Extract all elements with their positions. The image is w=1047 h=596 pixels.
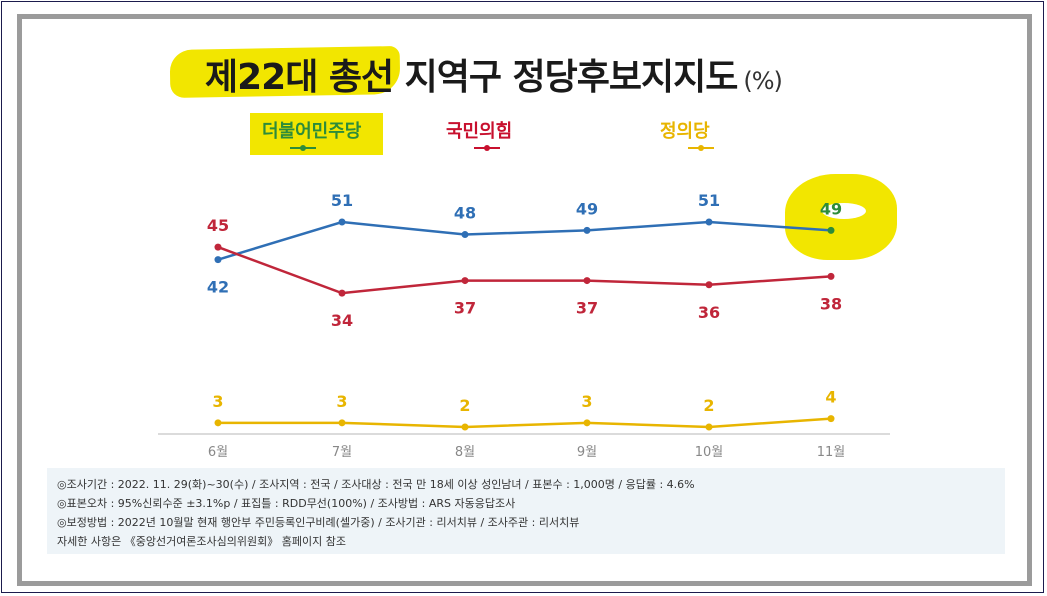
data-label: 34 [331,311,353,330]
data-point [214,256,222,264]
data-label: 42 [207,278,229,297]
note-line-2: ◎표본오차 : 95%신뢰수준 ±3.1%p / 표집틀 : RDD무선(100… [57,497,516,510]
chart-title-unit: (%) [743,67,783,95]
chart-title-text: 제22대 총선 지역구 정당후보지지도 [205,57,738,98]
note-line-3: ◎보정방법 : 2022년 10월말 현재 행안부 주민등록인구비례(셀가중) … [57,516,580,529]
note-line-4: 자세한 사항은 《중앙선거여론조사심의위원회》 홈페이지 참조 [57,535,346,548]
legend-item-3: 정의당 [660,121,710,142]
chart-title: 제22대 총선 지역구 정당후보지지도 (%) [205,48,783,100]
data-point [214,243,222,251]
legend-item-2: 국민의힘 [446,121,513,142]
highlight-blob [822,203,866,219]
series-line-1 [217,220,832,261]
legend-swatch-2 [474,145,500,151]
data-point [338,289,346,297]
data-label: 45 [207,216,229,235]
data-point [705,281,713,289]
data-label: 2 [703,396,714,415]
data-point [705,218,713,226]
x-tick-label: 6월 [208,445,228,460]
data-point [827,226,835,234]
data-point [214,419,222,427]
data-point [583,277,591,285]
survey-notes: ◎조사기간 : 2022. 11. 29(화)~30(수) / 조사지역 : 전… [47,468,1005,554]
data-label: 51 [698,191,720,210]
x-tick-label: 10월 [695,445,724,460]
x-tick-label: 7월 [332,445,352,460]
data-label: 51 [331,191,353,210]
note-line-1: ◎조사기간 : 2022. 11. 29(화)~30(수) / 조사지역 : 전… [57,478,695,491]
data-label: 3 [581,392,592,411]
data-point [583,226,591,234]
legend-item-1: 더불어민주당 [262,121,362,142]
data-label: 3 [212,392,223,411]
x-tick-label: 8월 [455,445,475,460]
data-point [461,277,469,285]
data-label: 38 [820,294,842,313]
legend-swatch-1 [290,145,316,151]
data-label: 2 [459,396,470,415]
data-point [583,419,591,427]
legend-highlight [250,113,383,155]
series-line-2 [217,245,832,295]
data-point [827,272,835,280]
x-tick-label: 9월 [577,445,597,460]
data-label: 48 [454,204,476,223]
data-point [827,415,835,423]
data-label: 36 [698,303,720,322]
data-label: 49 [576,199,598,218]
data-point [461,231,469,239]
data-label: 3 [336,392,347,411]
data-label: 49 [820,199,842,218]
series-line-3 [218,417,832,429]
data-point [461,423,469,431]
data-label: 37 [576,299,598,318]
data-label: 4 [825,388,836,407]
data-point [705,423,713,431]
legend-swatch-3 [688,145,714,151]
data-point [338,419,346,427]
data-label: 37 [454,299,476,318]
data-point [338,218,346,226]
x-tick-label: 11월 [817,445,846,460]
